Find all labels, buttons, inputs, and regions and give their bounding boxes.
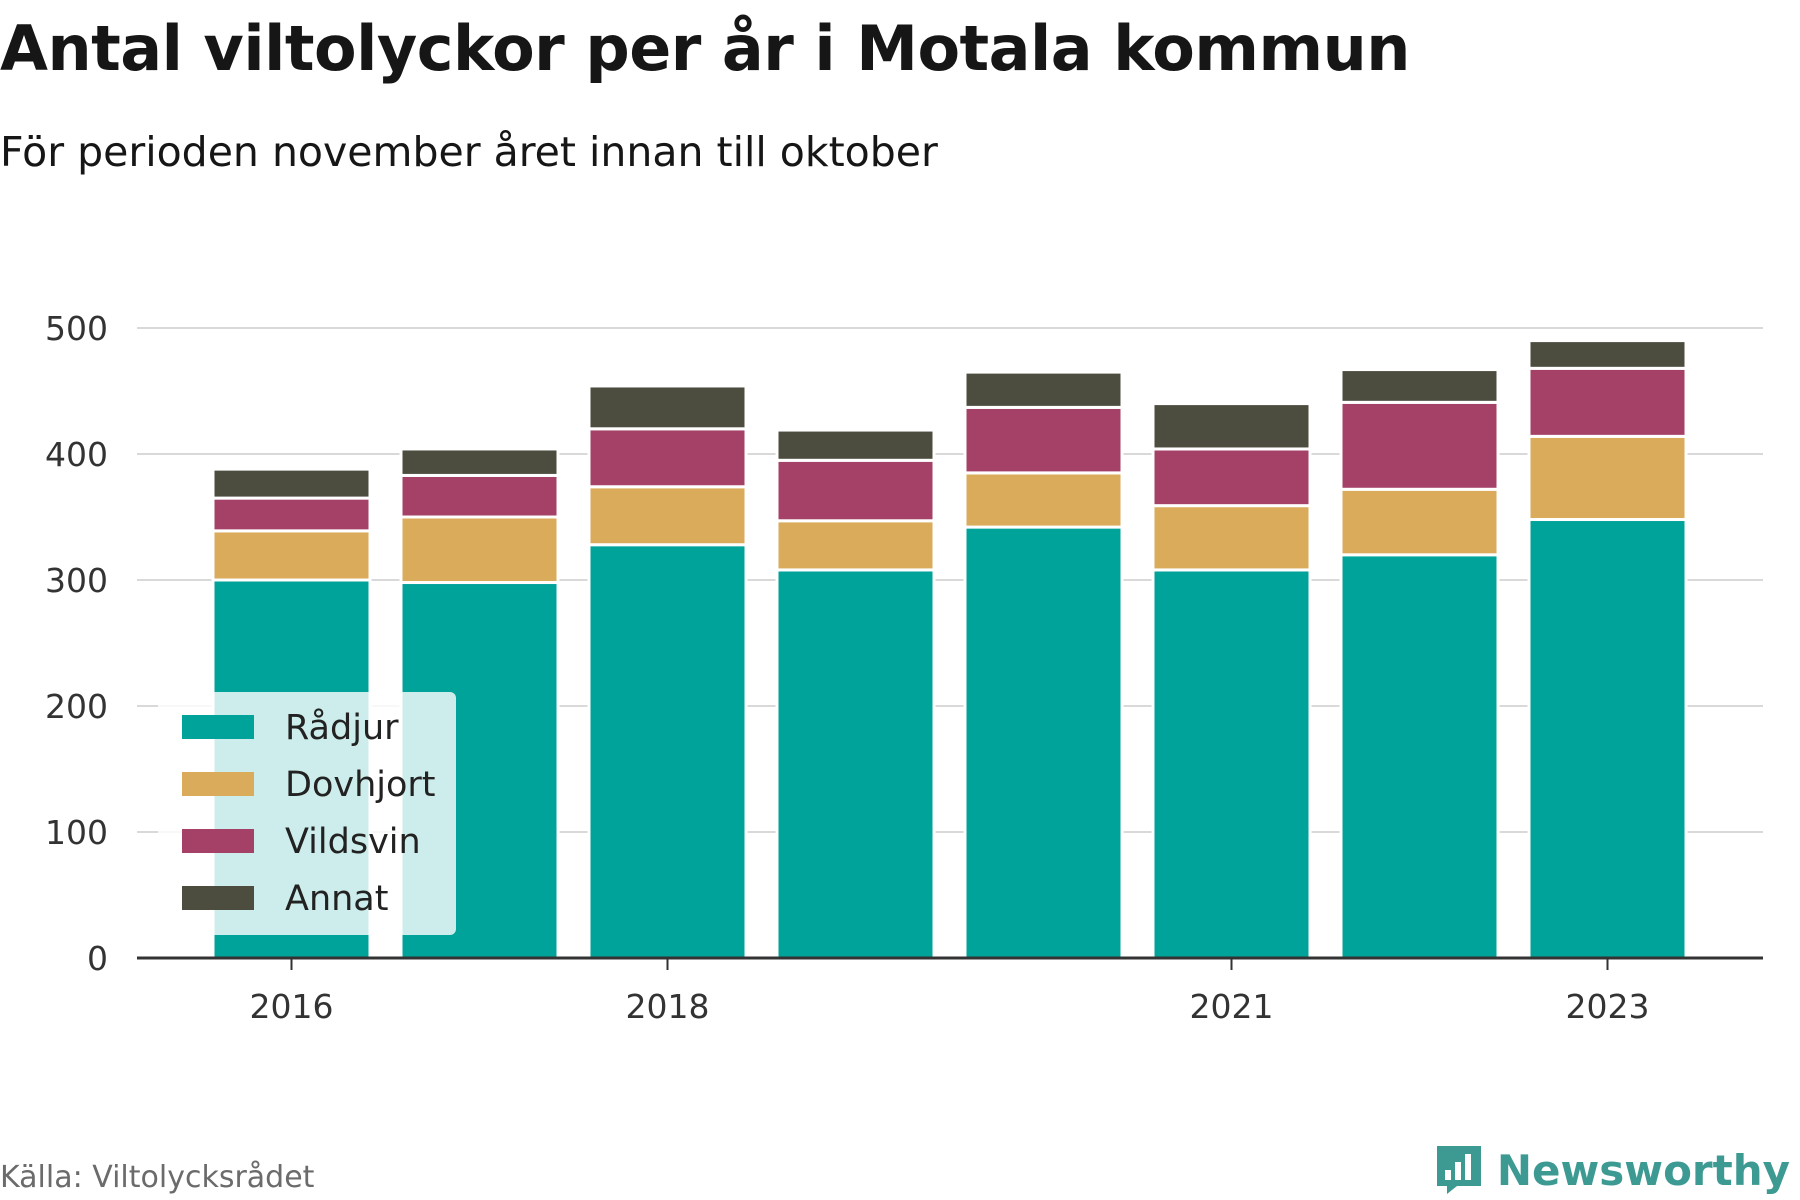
bar-2021-vildsvin [1151, 447, 1312, 508]
bar-2016-dovhjort [211, 529, 372, 582]
bar-2021-rådjur [1151, 568, 1312, 960]
bar-2018-annat [587, 384, 748, 431]
bar-2017-annat [399, 447, 560, 477]
bar-2017-dovhjort [399, 515, 560, 585]
bar-2020-rådjur [963, 525, 1124, 960]
legend-box [158, 692, 456, 935]
newsworthy-logo-icon [1436, 1146, 1481, 1194]
bar-2022-rådjur [1339, 553, 1500, 960]
bar-2019-vildsvin [775, 458, 936, 523]
bar-2020-annat [963, 370, 1124, 409]
bar-2021-annat [1151, 402, 1312, 451]
bar-2016-annat [211, 467, 372, 500]
legend-label-rådjur: Rådjur [285, 707, 399, 748]
chart-title: Antal viltolyckor per år i Motala kommun [0, 12, 1410, 85]
bar-2021-dovhjort [1151, 504, 1312, 572]
legend-label-annat: Annat [285, 879, 388, 919]
brand-name: Newsworthy [1496, 1145, 1790, 1195]
bar-2016-vildsvin [211, 496, 372, 533]
bar-2023-rådjur [1527, 518, 1688, 960]
bar-2019-dovhjort [775, 519, 936, 572]
legend-swatch-rådjur [182, 715, 254, 739]
bar-2023-annat [1527, 339, 1688, 370]
x-tick-label-2018: 2018 [626, 987, 710, 1026]
bar-2017-vildsvin [399, 473, 560, 519]
bar-2022-dovhjort [1339, 487, 1500, 557]
bar-2022-annat [1339, 368, 1500, 404]
bar-2018-dovhjort [587, 485, 748, 547]
bar-2018-vildsvin [587, 427, 748, 489]
bar-2023-dovhjort [1527, 434, 1688, 522]
y-tick-label-100: 100 [45, 813, 108, 852]
bar-2022-vildsvin [1339, 400, 1500, 491]
legend-label-dovhjort: Dovhjort [285, 765, 436, 805]
x-tick-label-2023: 2023 [1566, 987, 1650, 1026]
bar-2019-annat [775, 428, 936, 462]
legend-label-vildsvin: Vildsvin [285, 822, 421, 862]
x-tick-label-2021: 2021 [1190, 987, 1274, 1026]
bar-2020-dovhjort [963, 471, 1124, 529]
y-tick-label-200: 200 [45, 687, 108, 726]
bar-2019-rådjur [775, 568, 936, 960]
brand-logo[interactable]: Newsworthy [1435, 1140, 1790, 1200]
bar-2023-vildsvin [1527, 366, 1688, 438]
x-tick-label-2016: 2016 [250, 987, 334, 1026]
source-label: Källa: Viltolycksrådet [0, 1160, 315, 1195]
y-tick-label-500: 500 [45, 309, 108, 348]
legend-swatch-dovhjort [182, 772, 254, 796]
y-tick-label-300: 300 [45, 561, 108, 600]
legend-swatch-vildsvin [182, 829, 254, 853]
bar-2020-vildsvin [963, 405, 1124, 475]
bar-2018-rådjur [587, 543, 748, 960]
legend-swatch-annat [182, 886, 254, 910]
y-tick-label-0: 0 [87, 939, 108, 978]
y-tick-label-400: 400 [45, 435, 108, 474]
chart-subtitle: För perioden november året innan till ok… [0, 128, 938, 176]
